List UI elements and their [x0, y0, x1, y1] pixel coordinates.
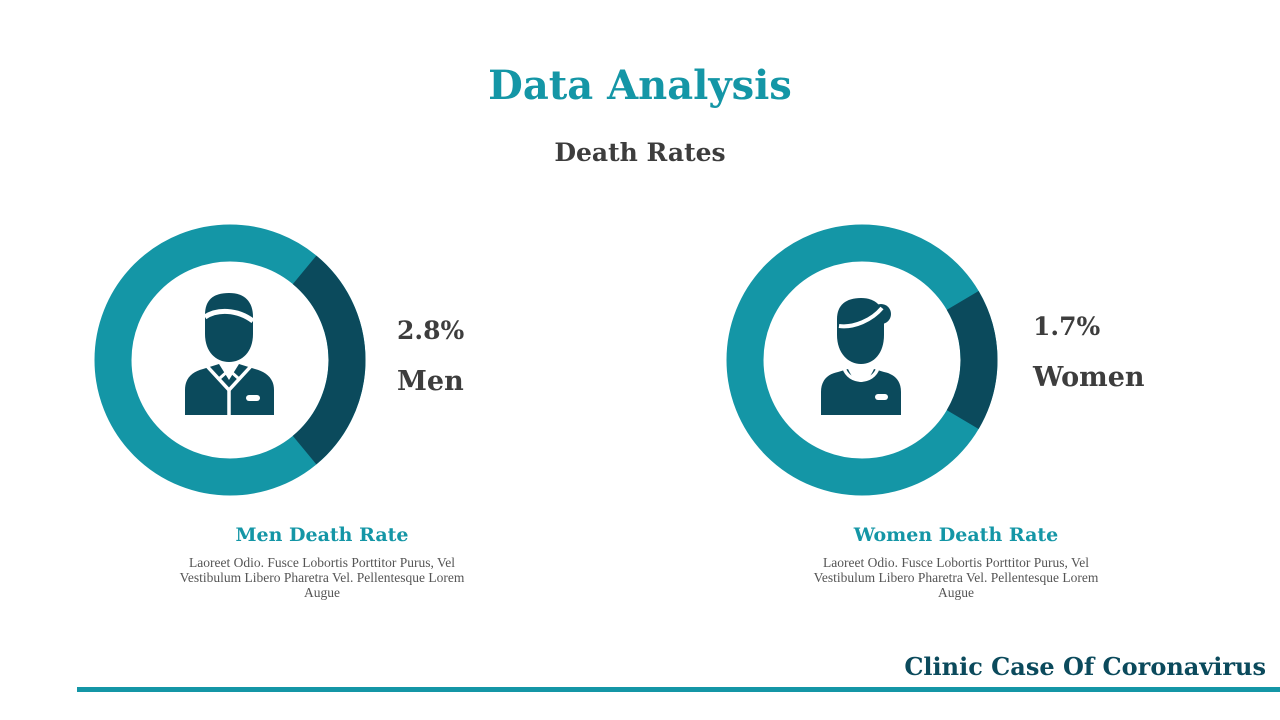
footer-title: Clinic Case Of Coronavirus [904, 652, 1266, 681]
men-rate-value: 2.8% [397, 316, 465, 345]
men-card-heading: Men Death Rate [235, 524, 409, 546]
men-rate-label: Men [397, 366, 464, 397]
footer-divider [77, 687, 1280, 692]
women-card-heading: Women Death Rate [853, 524, 1059, 546]
women-donut-highlight-arc [946, 291, 998, 429]
women-rate-value: 1.7% [1033, 312, 1101, 341]
page-title: Data Analysis [488, 62, 792, 109]
men-donut-chart [92, 222, 368, 498]
man-icon [185, 293, 274, 415]
women-donut-chart [724, 222, 1000, 498]
women-card-text: Laoreet Odio. Fusce Lobortis Porttitor P… [813, 555, 1099, 600]
women-rate-label: Women [1033, 362, 1145, 393]
page-subtitle: Death Rates [554, 138, 726, 167]
woman-icon [821, 298, 901, 415]
men-card-text: Laoreet Odio. Fusce Lobortis Porttitor P… [179, 555, 465, 600]
men-donut-highlight-arc [292, 255, 366, 465]
